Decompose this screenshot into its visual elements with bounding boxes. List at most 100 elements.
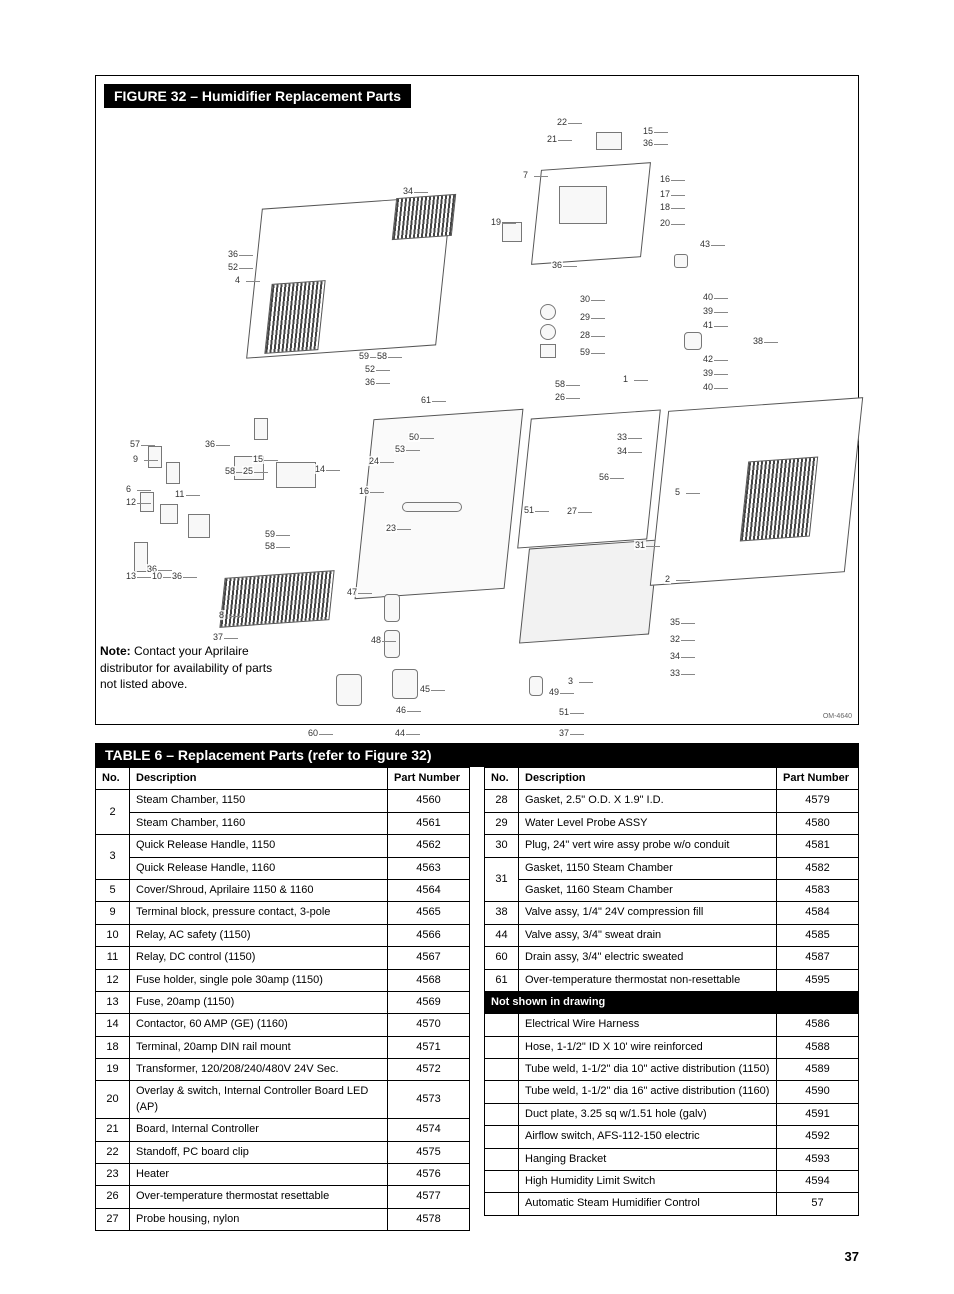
callout-label: 61 [420,395,432,405]
cell-pn: 4560 [388,790,470,812]
cell-desc: Overlay & switch, Internal Controller Bo… [130,1081,388,1119]
cell-no: 10 [96,924,130,946]
table-row: 3Quick Release Handle, 11504562 [96,835,470,857]
callout-label: 57 [129,439,141,449]
table-row: 23Heater4576 [96,1164,470,1186]
cell-desc: Electrical Wire Harness [519,1014,777,1036]
callout-label: 15 [252,454,264,464]
cell-desc: Gasket, 1160 Steam Chamber [519,879,777,901]
callout-label: 36 [227,249,239,259]
cell-no [485,1171,519,1193]
callout-leader [144,460,158,461]
table-row: Tube weld, 1-1/2" dia 10" active distrib… [485,1059,859,1081]
cell-desc: Terminal, 20amp DIN rail mount [130,1036,388,1058]
callout-leader [137,577,151,578]
callout-label: 59 [579,347,591,357]
cell-pn: 4569 [388,991,470,1013]
callout-label: 58 [264,541,276,551]
cell-pn: 4576 [388,1164,470,1186]
callout-label: 11 [174,489,185,499]
callout-leader [502,223,516,224]
callout-leader [230,616,244,617]
callout-label: 17 [659,189,671,199]
callout-label: 2 [664,574,671,584]
cell-desc: Gasket, 2.5" O.D. X 1.9" I.D. [519,790,777,812]
cell-no: 18 [96,1036,130,1058]
callout-label: 46 [395,705,407,715]
callout-label: 13 [125,571,137,581]
diagram-area: 2221153671617183419203652443363029285940… [104,114,850,674]
callout-label: 21 [546,134,558,144]
col-desc: Description [130,768,388,790]
cell-no: 61 [485,969,519,991]
callout-label: 44 [394,728,406,738]
cell-no: 22 [96,1141,130,1163]
callout-leader [141,445,155,446]
cell-pn: 4565 [388,902,470,924]
callout-label: 7 [522,170,529,180]
table-row: High Humidity Limit Switch4594 [485,1171,859,1193]
cell-no: 31 [485,857,519,902]
callout-leader [319,734,333,735]
callout-leader [764,342,778,343]
callout-label: 1 [622,374,629,384]
table-row: 11Relay, DC control (1150)4567 [96,947,470,969]
callout-leader [407,711,421,712]
table-row: Electrical Wire Harness4586 [485,1014,859,1036]
cell-pn: 4582 [777,857,859,879]
cell-desc: Duct plate, 3.25 sq w/1.51 hole (galv) [519,1103,777,1125]
cell-no [485,1103,519,1125]
callout-leader [183,577,197,578]
cell-pn: 4590 [777,1081,859,1103]
callout-leader [376,370,390,371]
callout-leader [610,478,624,479]
callout-label: 3 [567,676,574,686]
callout-label: 15 [642,126,654,136]
table-row: 60Drain assy, 3/4" electric sweated4587 [485,947,859,969]
cell-no: 12 [96,969,130,991]
callout-leader [370,492,384,493]
callout-leader [534,176,548,177]
table-row: 19Transformer, 120/208/240/480V 24V Sec.… [96,1059,470,1081]
cell-pn: 4585 [777,924,859,946]
cell-desc: Drain assy, 3/4" electric sweated [519,947,777,969]
cell-desc: Tube weld, 1-1/2" dia 16" active distrib… [519,1081,777,1103]
cell-desc: Transformer, 120/208/240/480V 24V Sec. [130,1059,388,1081]
callout-label: 56 [598,472,610,482]
callout-label: 39 [702,368,714,378]
callout-label: 34 [402,186,414,196]
callout-leader [714,326,728,327]
callout-label: 28 [579,330,591,340]
callout-leader [137,503,151,504]
callout-label: 31 [634,540,646,550]
callout-label: 51 [558,707,570,717]
callout-label: 4 [234,275,241,285]
col-no: No. [96,768,130,790]
cell-pn: 4581 [777,835,859,857]
callout-label: 39 [702,306,714,316]
cell-pn: 4564 [388,879,470,901]
callout-label: 6 [125,484,132,494]
cell-no: 5 [96,879,130,901]
callout-label: 45 [419,684,431,694]
cell-no: 23 [96,1164,130,1186]
cell-desc: Steam Chamber, 1160 [130,812,388,834]
cell-desc: Contactor, 60 AMP (GE) (1160) [130,1014,388,1036]
callout-leader [671,224,685,225]
om-code: OM-4640 [823,713,852,720]
callout-leader [714,298,728,299]
callout-leader [591,318,605,319]
table-row: Hanging Bracket4593 [485,1148,859,1170]
figure-32: FIGURE 32 – Humidifier Replacement Parts [95,75,859,725]
cell-desc: Gasket, 1150 Steam Chamber [519,857,777,879]
callout-label: 36 [551,260,563,270]
callout-leader [246,281,260,282]
callout-label: 40 [702,382,714,392]
table-row: 27Probe housing, nylon4578 [96,1208,470,1230]
callout-label: 36 [204,439,216,449]
table-row: 22Standoff, PC board clip4575 [96,1141,470,1163]
callout-leader [570,713,584,714]
table-row: 10Relay, AC safety (1150)4566 [96,924,470,946]
callout-leader [681,674,695,675]
cell-pn: 4584 [777,902,859,924]
